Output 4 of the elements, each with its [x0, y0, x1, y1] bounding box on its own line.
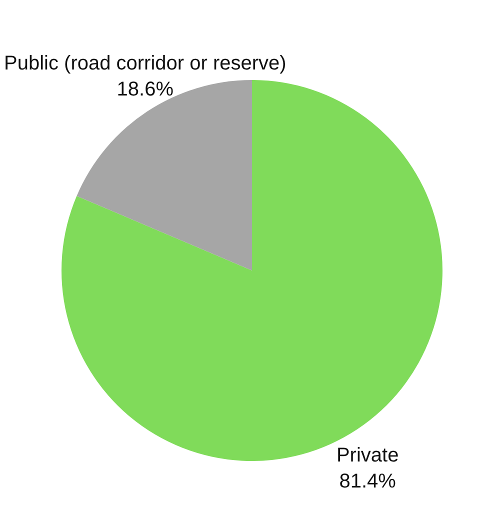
slice-label: Private [336, 444, 399, 466]
data-label: 18.6% [116, 78, 174, 101]
data-label: 81.4% [339, 470, 396, 492]
slice-label: Public (road corridor or reserve) [4, 52, 286, 75]
